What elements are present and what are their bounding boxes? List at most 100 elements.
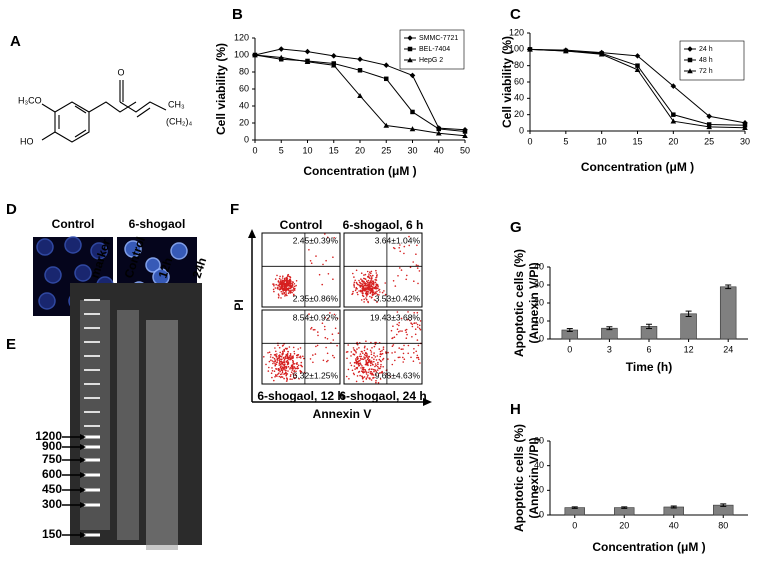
- ladder-label: 750: [42, 452, 62, 466]
- event-dot: [334, 327, 337, 330]
- event-dot: [379, 355, 382, 358]
- event-dot: [375, 279, 378, 281]
- event-dot: [374, 356, 377, 358]
- event-dot: [367, 293, 369, 295]
- event-dot: [377, 367, 380, 369]
- event-dot: [416, 267, 419, 269]
- event-dot: [308, 313, 310, 315]
- event-dot: [361, 283, 364, 285]
- x-tick-label: 30: [407, 145, 417, 155]
- event-dot: [332, 278, 334, 281]
- arrow-head: [80, 487, 86, 493]
- event-dot: [280, 287, 283, 290]
- event-dot: [278, 277, 281, 280]
- event-dot: [370, 272, 372, 275]
- event-dot: [360, 290, 362, 293]
- y-tick-label: 100: [234, 49, 249, 59]
- nucleus: [124, 240, 142, 258]
- event-dot: [376, 365, 379, 368]
- event-dot: [374, 369, 377, 372]
- event-dot: [277, 293, 280, 296]
- error-bar: [720, 503, 727, 507]
- event-dot: [360, 367, 362, 369]
- event-dot: [413, 352, 415, 354]
- y-axis-label: Cell viability (%): [214, 43, 228, 135]
- event-dot: [373, 358, 375, 361]
- event-dot: [359, 374, 361, 377]
- event-dot: [278, 359, 281, 362]
- event-dot: [375, 379, 377, 382]
- x-tick-label: 30: [740, 136, 750, 146]
- event-dot: [278, 364, 281, 366]
- marker: [687, 57, 693, 63]
- event-dot: [368, 377, 371, 379]
- event-dot: [283, 360, 285, 362]
- event-dot: [392, 247, 395, 249]
- nucleus: [170, 242, 188, 260]
- event-dot: [417, 344, 420, 347]
- y-tick-label: 0: [519, 125, 524, 135]
- event-dot: [408, 244, 411, 247]
- atom-label: HO: [20, 136, 34, 146]
- event-dot: [411, 325, 414, 328]
- nucleus: [36, 238, 54, 256]
- y-tick-label: 20: [534, 485, 544, 495]
- image-label: 6-shogaol: [129, 217, 186, 231]
- event-dot: [315, 255, 317, 257]
- error-bar: [670, 505, 677, 509]
- event-dot: [281, 277, 284, 279]
- event-dot: [287, 350, 289, 353]
- event-dot: [377, 287, 379, 290]
- event-dot: [280, 297, 282, 299]
- event-dot: [283, 368, 285, 371]
- event-dot: [413, 312, 416, 314]
- panel-label: A: [10, 33, 21, 50]
- event-dot: [302, 355, 304, 358]
- event-dot: [371, 363, 374, 366]
- event-dot: [279, 370, 281, 373]
- event-dot: [369, 295, 371, 298]
- event-dot: [356, 356, 359, 358]
- event-dot: [373, 354, 375, 357]
- event-dot: [282, 344, 285, 347]
- event-dot: [312, 329, 315, 331]
- event-dot: [373, 282, 375, 285]
- event-dot: [289, 367, 292, 369]
- event-dot: [419, 320, 422, 322]
- quadrant-value: 19.43±3.68%: [370, 312, 420, 322]
- x-tick-label: 25: [381, 145, 391, 155]
- event-dot: [279, 363, 282, 366]
- event-dot: [378, 372, 381, 374]
- event-dot: [371, 347, 373, 349]
- marker: [706, 124, 712, 130]
- event-dot: [331, 333, 334, 336]
- event-dot: [292, 346, 295, 349]
- marker: [687, 46, 693, 52]
- event-dot: [298, 378, 300, 380]
- plot-title: 6-shogaol, 6 h: [343, 218, 424, 232]
- event-dot: [365, 373, 368, 375]
- event-dot: [273, 357, 276, 360]
- event-dot: [329, 312, 331, 314]
- event-dot: [398, 247, 401, 249]
- event-dot: [294, 373, 297, 376]
- event-dot: [365, 352, 368, 355]
- marker: [742, 124, 748, 130]
- event-dot: [327, 317, 329, 320]
- plot-title: Control: [280, 218, 323, 232]
- event-dot: [272, 362, 274, 365]
- event-dot: [333, 237, 336, 239]
- marker: [357, 93, 363, 99]
- event-dot: [356, 291, 359, 294]
- event-dot: [283, 365, 286, 367]
- event-dot: [363, 282, 366, 285]
- event-dot: [360, 358, 362, 360]
- event-dot: [308, 249, 310, 251]
- nucleus: [38, 292, 56, 310]
- event-dot: [365, 287, 367, 289]
- event-dot: [285, 380, 288, 382]
- event-dot: [369, 271, 371, 274]
- event-dot: [390, 329, 393, 332]
- event-dot: [325, 346, 327, 349]
- y-tick-label: 80: [514, 60, 524, 70]
